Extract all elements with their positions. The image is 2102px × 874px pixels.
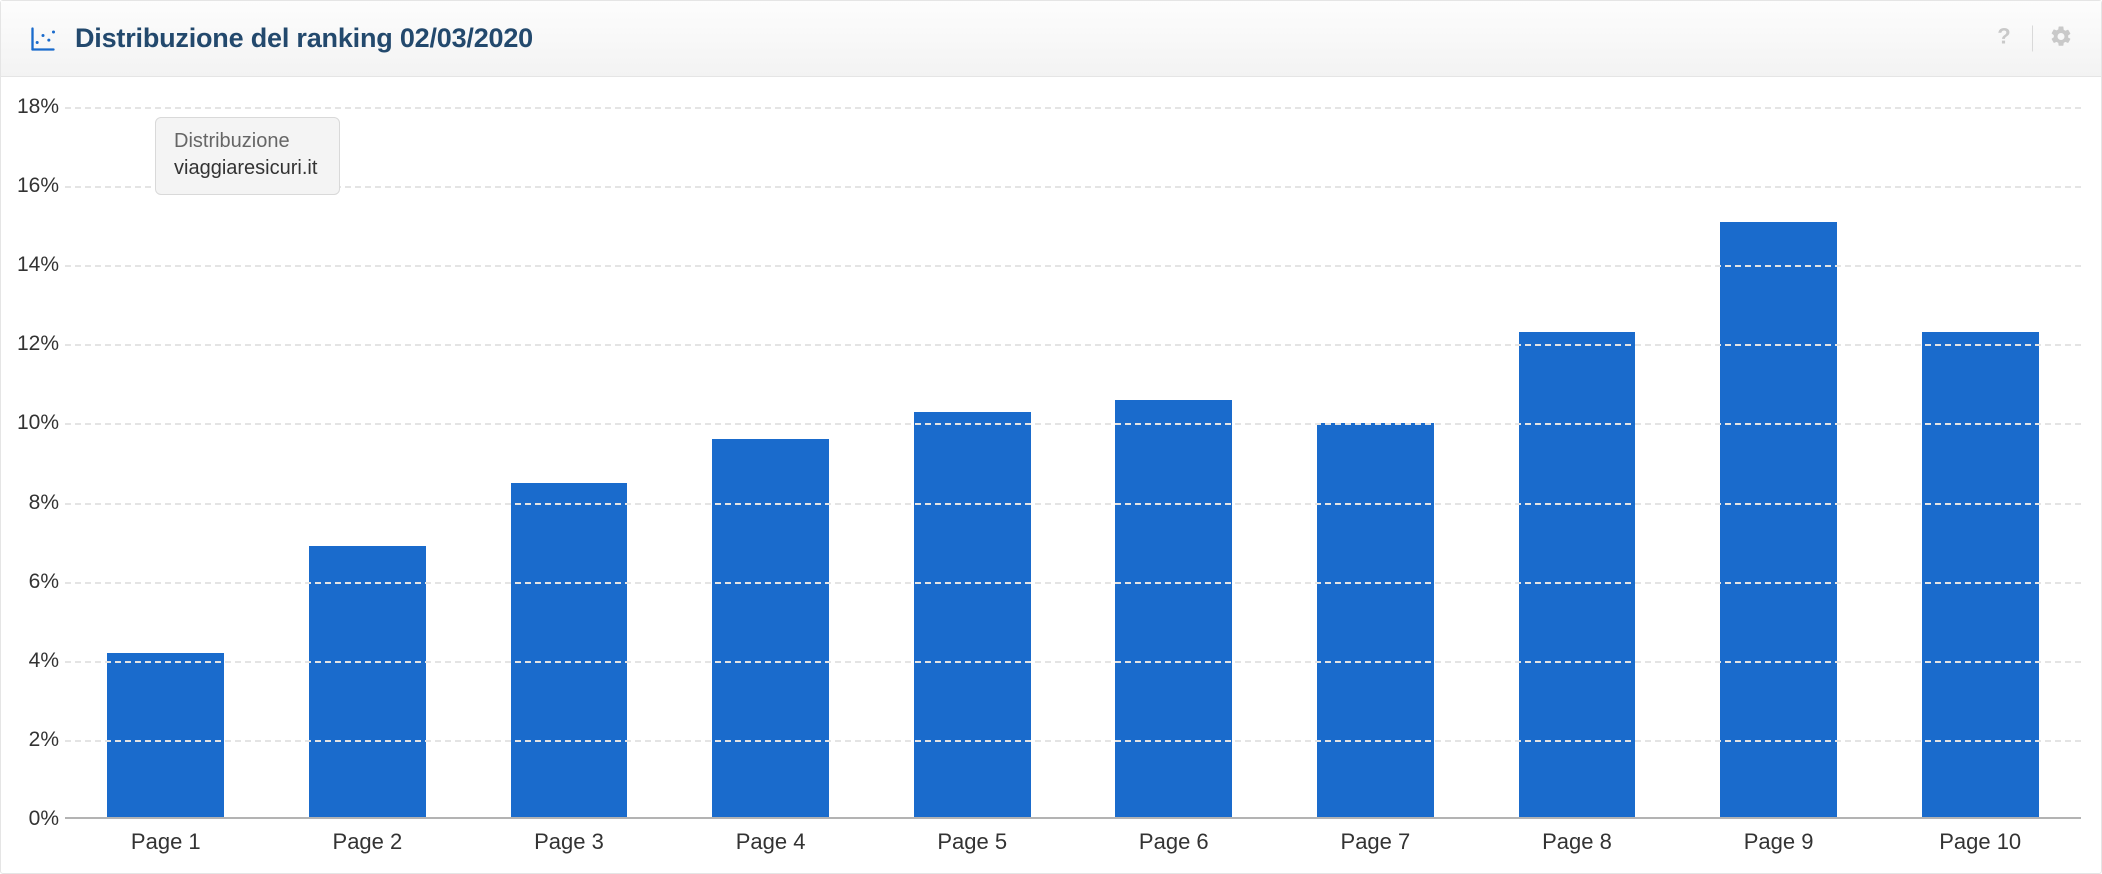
chart-plot: 0%2%4%6%8%10%12%14%16%18% Distribuzione … <box>65 107 2081 819</box>
widget-title: Distribuzione del ranking 02/03/2020 <box>75 23 533 54</box>
x-tick-label: Page 4 <box>736 829 806 855</box>
grid-line <box>65 265 2081 267</box>
bar-chart-icon <box>29 25 57 53</box>
grid-line <box>65 344 2081 346</box>
chart-bars <box>65 107 2081 819</box>
bar[interactable] <box>511 483 628 819</box>
bar[interactable] <box>1922 332 2039 819</box>
y-tick-label: 4% <box>3 649 59 673</box>
grid-line <box>65 503 2081 505</box>
legend-series: viaggiaresicuri.it <box>174 155 317 182</box>
y-tick-label: 2% <box>3 728 59 752</box>
grid-line <box>65 423 2081 425</box>
bar[interactable] <box>309 546 426 819</box>
y-tick-label: 18% <box>3 95 59 119</box>
legend-title: Distribuzione <box>174 128 317 155</box>
x-tick-label: Page 7 <box>1341 829 1411 855</box>
x-axis-baseline <box>65 817 2081 819</box>
x-tick-label: Page 1 <box>131 829 201 855</box>
ranking-distribution-widget: Distribuzione del ranking 02/03/2020 ? 0… <box>0 0 2102 874</box>
y-tick-label: 8% <box>3 491 59 515</box>
chart-area: 0% 2% 4% 6% 8% 10% 12% 14% 16% 18% Distribuzione … <box>1 77 2101 873</box>
bar[interactable] <box>1317 423 1434 819</box>
y-tick-label: 16% <box>3 174 59 198</box>
chart-legend: Distribuzione viaggiaresicuri.it <box>155 117 340 195</box>
x-tick-label: Page 9 <box>1744 829 1814 855</box>
grid-line <box>65 186 2081 188</box>
y-tick-label: 10% <box>3 411 59 435</box>
y-tick-label: 14% <box>3 253 59 277</box>
grid-line <box>65 661 2081 663</box>
legend-series-label: viaggiaresicuri.it <box>174 155 317 182</box>
x-tick-label: Page 6 <box>1139 829 1209 855</box>
bar[interactable] <box>1519 332 1636 819</box>
bar[interactable] <box>914 412 1031 819</box>
widget-header-actions: ? <box>1992 24 2073 53</box>
bar[interactable] <box>1720 222 1837 819</box>
y-tick-label: 6% <box>3 570 59 594</box>
y-tick-label: 0% <box>3 807 59 831</box>
x-tick-label: Page 8 <box>1542 829 1612 855</box>
gear-icon[interactable] <box>2049 24 2073 53</box>
x-tick-label: Page 5 <box>937 829 1007 855</box>
bar[interactable] <box>1115 400 1232 819</box>
grid-line <box>65 740 2081 742</box>
header-divider <box>2032 26 2033 52</box>
x-axis-labels: Page 1 Page 2 Page 3 Page 4 Page 5 Page 6 Page… <box>65 829 2081 859</box>
y-tick-label: 12% <box>3 332 59 356</box>
bar[interactable] <box>712 439 829 819</box>
grid-line <box>65 107 2081 109</box>
grid-line <box>65 582 2081 584</box>
x-tick-label: Page 2 <box>333 829 403 855</box>
x-tick-label: Page 10 <box>1939 829 2021 855</box>
bar[interactable] <box>107 653 224 819</box>
svg-text:?: ? <box>1997 24 2010 48</box>
widget-header: Distribuzione del ranking 02/03/2020 ? <box>1 1 2101 77</box>
help-icon[interactable]: ? <box>1992 24 2016 53</box>
x-tick-label: Page 3 <box>534 829 604 855</box>
